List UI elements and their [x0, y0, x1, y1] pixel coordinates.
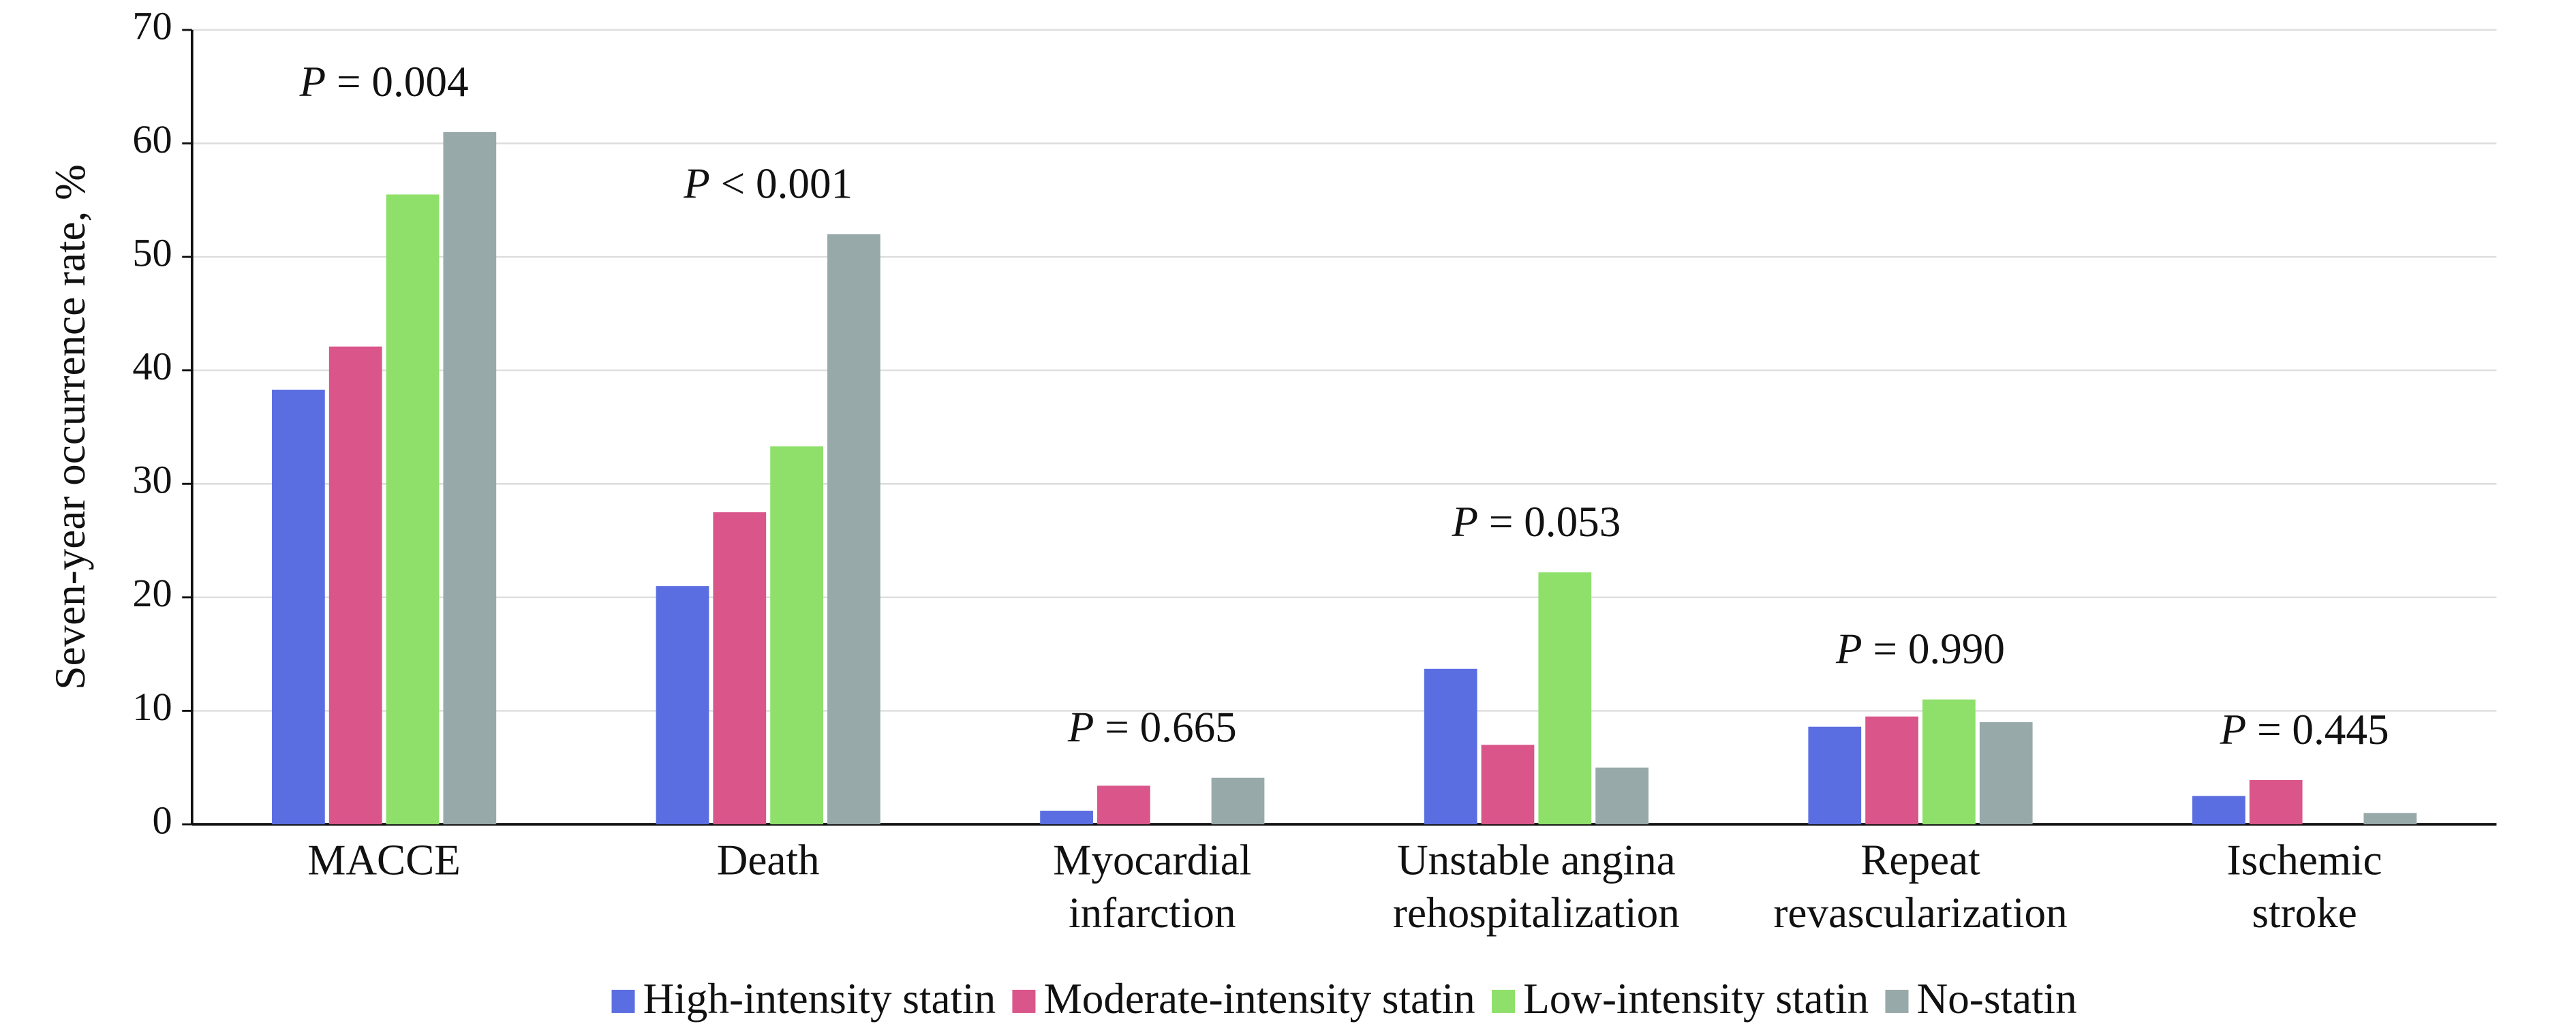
- y-tick-label: 10: [132, 685, 172, 729]
- bar: [386, 194, 440, 824]
- x-tick-label: Ischemic stroke: [2227, 836, 2382, 937]
- y-tick-label: 70: [132, 3, 172, 48]
- bar: [1424, 668, 1477, 824]
- p-value-annotation: P = 0.990: [1835, 625, 2005, 672]
- y-tick-label: 60: [132, 117, 172, 161]
- bar: [1922, 699, 1976, 824]
- y-tick-label: 20: [132, 571, 172, 615]
- x-tick-label: Repeat revascularization: [1773, 836, 2067, 937]
- p-value-annotation: P = 0.053: [1451, 498, 1621, 546]
- bar: [2249, 780, 2303, 824]
- p-value-annotation: P = 0.004: [299, 57, 469, 105]
- bar: [1481, 745, 1535, 824]
- y-axis-label: Seven-year occurrence rate, %: [46, 164, 94, 689]
- bar: [656, 586, 709, 824]
- bar: [713, 512, 767, 824]
- p-value-annotation: P < 0.001: [683, 159, 853, 207]
- bar: [770, 446, 823, 824]
- bar: [443, 131, 497, 824]
- bar: [1211, 777, 1265, 824]
- x-tick-label: Myocardial infarction: [1053, 836, 1251, 937]
- y-tick-label: 40: [132, 344, 172, 388]
- p-value-annotation: P = 0.665: [1067, 703, 1237, 751]
- y-tick-label: 0: [152, 798, 172, 842]
- legend-swatch: [611, 989, 635, 1013]
- legend-label: No-statin: [1917, 975, 2077, 1023]
- bar: [2192, 796, 2245, 824]
- legend-swatch: [1492, 989, 1516, 1013]
- x-tick-label: MACCE: [307, 836, 461, 884]
- bar: [272, 389, 325, 824]
- p-value-annotation: P = 0.445: [2220, 706, 2389, 753]
- bar: [1808, 726, 1862, 824]
- x-tick-label: Death: [717, 836, 820, 884]
- bar: [1538, 572, 1592, 824]
- x-tick-label: Unstable angina rehospitalization: [1393, 836, 1680, 937]
- bar: [2363, 813, 2417, 824]
- legend-label: Moderate-intensity statin: [1044, 975, 1475, 1023]
- bar: [1979, 722, 2033, 824]
- bar: [827, 234, 880, 824]
- bar: [1865, 716, 1918, 824]
- y-tick-label: 50: [132, 230, 172, 275]
- legend-label: Low-intensity statin: [1523, 975, 1869, 1023]
- bar: [1595, 767, 1649, 824]
- legend-swatch: [1012, 989, 1036, 1013]
- bar: [328, 346, 382, 824]
- y-tick-label: 30: [132, 458, 172, 502]
- bar: [1097, 785, 1150, 824]
- bar: [1040, 811, 1093, 824]
- legend-swatch: [1885, 989, 1909, 1013]
- legend-label: High-intensity statin: [643, 975, 996, 1023]
- legend: High-intensity statin Moderate-intensity …: [611, 975, 2077, 1023]
